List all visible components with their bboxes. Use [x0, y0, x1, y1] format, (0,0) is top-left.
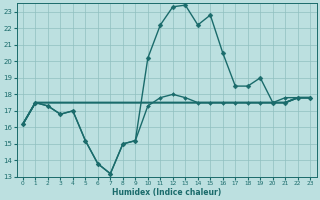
X-axis label: Humidex (Indice chaleur): Humidex (Indice chaleur): [112, 188, 221, 197]
